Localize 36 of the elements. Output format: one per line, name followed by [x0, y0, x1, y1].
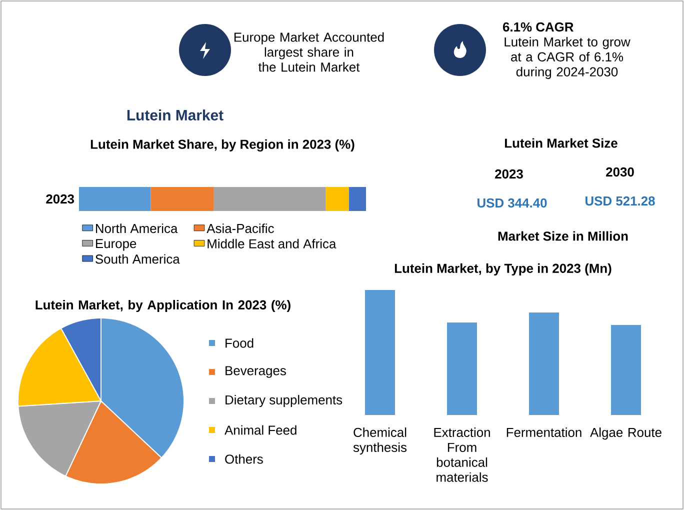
bar [79, 186, 151, 211]
legend-label: South America [96, 254, 180, 264]
bar [365, 290, 396, 415]
bar [611, 325, 642, 415]
bar [447, 322, 478, 415]
legend-label: North America [96, 224, 178, 234]
text: 2030 [606, 167, 634, 177]
chart-title: Lutein Market, by Type in 2023 (Mn) [394, 263, 612, 276]
x-tick-label: Algae Route [590, 428, 662, 440]
text: Europe Market Accounted largest share in the Lutein Market [234, 32, 384, 72]
x-tick-label: Extraction From botanical materials [434, 428, 490, 482]
x-tick-label: Fermentation [506, 428, 582, 438]
legend-label: Middle East and Africa [208, 238, 336, 248]
bar [214, 186, 326, 211]
text: 6.1% CAGR [502, 22, 574, 32]
chart-title: Lutein Market, by Application In 2023 (%) [36, 300, 290, 312]
legend-label: Dietary supplements [226, 394, 342, 408]
text: Lutein Market to grow at a CAGR of 6.1% during 2024-2030 [504, 37, 630, 79]
text: USD 521.28 [586, 196, 655, 206]
x-tick-label: Chemical synthesis [353, 428, 407, 455]
legend-label: Asia-Pacific [206, 224, 274, 234]
bar [326, 186, 349, 211]
legend-label: Others [225, 454, 263, 464]
text: USD 344.40 [478, 198, 547, 208]
text: Lutein Market [127, 110, 224, 120]
legend-label: Beverages [226, 366, 286, 378]
bar [150, 186, 214, 211]
text: 2023 [495, 169, 523, 179]
text: Market Size in Million [498, 231, 628, 241]
bar [529, 312, 560, 415]
legend-label: Animal Feed [224, 425, 296, 435]
bar [348, 186, 366, 211]
chart-title: Lutein Market Share, by Region in 2023 (%) [90, 139, 354, 152]
legend-label: Food [226, 338, 254, 348]
text: Lutein Market Size [505, 138, 618, 148]
legend-label: Europe [96, 239, 136, 251]
